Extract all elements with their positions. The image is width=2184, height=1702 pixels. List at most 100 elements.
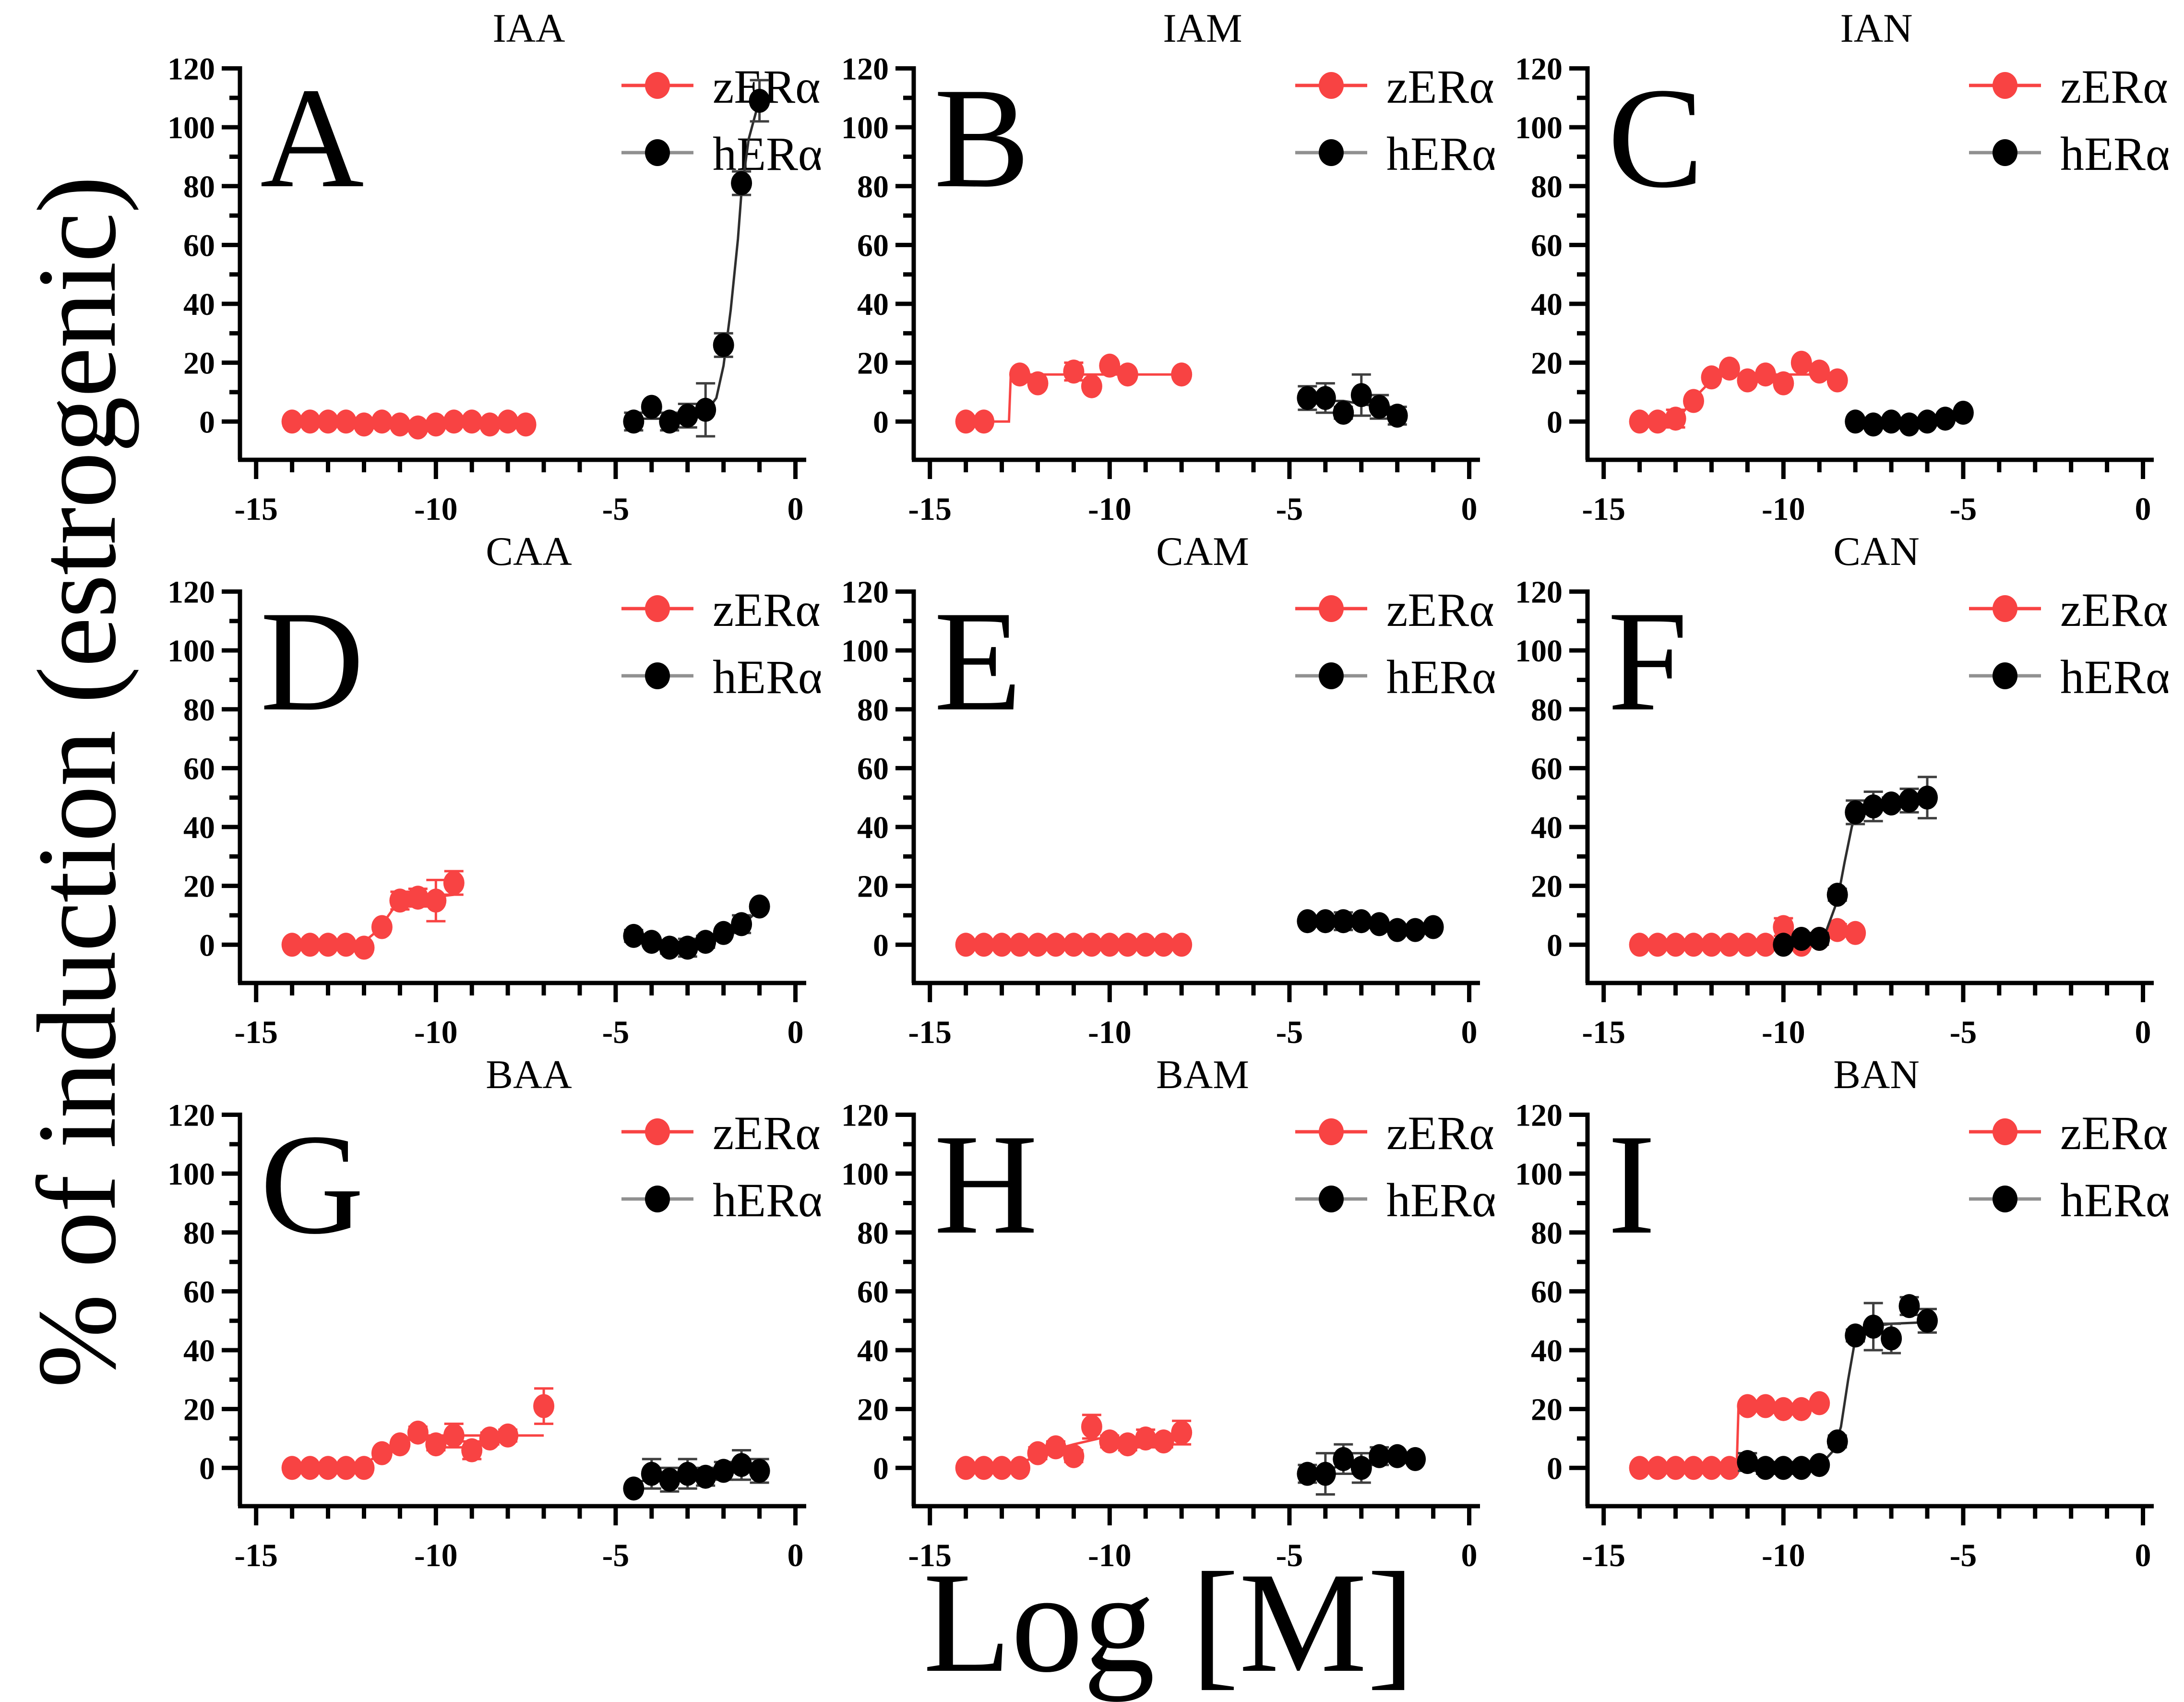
x-tick-label: 0 — [788, 1014, 804, 1045]
x-tick-label: 0 — [788, 491, 804, 522]
axes — [1569, 589, 2154, 1002]
zer-point — [353, 412, 375, 437]
zer-point — [353, 1456, 375, 1480]
her-point — [1845, 409, 1866, 434]
her-point — [713, 921, 734, 945]
legend-label: hERα — [1386, 650, 1494, 704]
y-tick-label: 80 — [857, 693, 889, 728]
zer-point — [1790, 350, 1812, 375]
her-point — [1350, 1456, 1372, 1480]
panel-letter: A — [260, 58, 364, 217]
y-tick-label: 120 — [1515, 1098, 1563, 1133]
y-tick-label: 40 — [857, 287, 889, 322]
x-tick-label: 0 — [2135, 491, 2151, 522]
her-point — [1898, 788, 1920, 813]
her-point — [1350, 383, 1372, 408]
zer-series — [1629, 1391, 1830, 1480]
her-point — [731, 1453, 752, 1477]
her-point — [1790, 1456, 1812, 1480]
zer-point — [1009, 362, 1030, 387]
x-tick-label: -10 — [414, 1014, 458, 1045]
legend-entry-1: hERα — [1295, 650, 1494, 704]
legend-entry-0: zERα — [1295, 1106, 1494, 1160]
y-tick-label: 100 — [841, 110, 889, 145]
legend-marker — [1319, 662, 1344, 689]
x-tick-label: -5 — [602, 491, 630, 522]
her-point — [1386, 918, 1408, 942]
y-tick-label: 100 — [167, 634, 215, 669]
legend-marker — [1993, 1186, 2017, 1212]
legend-entry-1: hERα — [1969, 1174, 2168, 1227]
zer-point — [1719, 1456, 1740, 1480]
x-tick-label: -15 — [1582, 491, 1625, 522]
zer-point — [443, 409, 465, 434]
y-tick-label: 20 — [857, 1392, 889, 1427]
zer-point — [955, 933, 977, 957]
her-point — [1773, 933, 1794, 957]
panel-title-H: BAM — [1156, 1052, 1249, 1097]
x-tick-label: -15 — [1582, 1014, 1625, 1045]
zer-point — [479, 1426, 501, 1450]
her-point — [1917, 785, 1938, 810]
her-point — [1773, 1456, 1794, 1480]
zer-point — [1665, 933, 1686, 957]
zer-point — [371, 915, 393, 939]
zer-series — [281, 409, 537, 440]
x-tick-label: -5 — [1276, 1014, 1303, 1045]
tick-labels: 0 20 40 60 80 100 120 -15 -10 -5 0 — [167, 1098, 804, 1569]
panel-letter: B — [934, 58, 1030, 217]
zer-point — [1153, 1429, 1174, 1454]
legend: zERα hERα — [1295, 60, 1494, 180]
y-tick-label: 60 — [183, 751, 215, 786]
chart-CAA: 0 20 40 60 80 100 120 -15 -10 -5 0 D zERα hERα — [167, 575, 821, 1045]
chart-IAN: 0 20 40 60 80 100 120 -15 -10 -5 0 C zERα hERα — [1515, 52, 2168, 522]
her-point — [1297, 1462, 1318, 1486]
zer-point — [515, 412, 537, 437]
zer-point — [407, 1420, 429, 1445]
zer-point — [955, 409, 977, 434]
y-tick-label: 80 — [1531, 1216, 1563, 1251]
axes — [895, 1113, 1480, 1525]
y-tick-label: 0 — [873, 928, 889, 963]
panel-title-A: IAA — [492, 6, 565, 51]
y-tick-label: 0 — [199, 405, 215, 440]
her-point — [1369, 1444, 1390, 1468]
her-point — [695, 397, 716, 422]
legend-label: hERα — [2060, 650, 2168, 704]
zer-point — [299, 409, 321, 434]
legend-entry-0: zERα — [1969, 1106, 2168, 1160]
zer-point — [1665, 1456, 1686, 1480]
zer-point — [1647, 933, 1669, 957]
zer-point — [1737, 1394, 1758, 1418]
x-tick-label: -5 — [1276, 1537, 1303, 1569]
zer-point — [425, 888, 447, 913]
legend-marker — [1319, 595, 1344, 622]
zer-point — [955, 1456, 977, 1480]
panel-letter: H — [934, 1104, 1038, 1264]
chart-CAN: 0 20 40 60 80 100 120 -15 -10 -5 0 F zERα hERα — [1515, 575, 2168, 1045]
her-series — [1737, 1294, 1938, 1480]
x-tick-label: 0 — [1461, 1537, 1478, 1569]
x-tick-label: -10 — [414, 1537, 458, 1569]
her-point — [1917, 1308, 1938, 1333]
zer-point — [353, 935, 375, 960]
zer-point — [1845, 921, 1866, 945]
panel-title-D: CAA — [486, 529, 572, 574]
her-point — [1369, 395, 1390, 419]
zer-point — [497, 409, 519, 434]
panel-title-E: CAM — [1156, 529, 1249, 574]
panel-title-F: CAN — [1833, 529, 1920, 574]
her-point — [641, 1462, 662, 1486]
legend: zERα hERα — [1295, 583, 1494, 704]
legend-label: hERα — [713, 650, 821, 704]
zer-point — [1081, 374, 1102, 398]
zer-point — [1719, 356, 1740, 381]
legend-entry-0: zERα — [621, 583, 821, 636]
legend-label: zERα — [2060, 1106, 2168, 1160]
zer-point — [1683, 933, 1704, 957]
zer-point — [371, 1441, 393, 1465]
axes — [222, 66, 806, 479]
panel-letter: D — [260, 581, 364, 741]
zer-point — [1665, 407, 1686, 431]
